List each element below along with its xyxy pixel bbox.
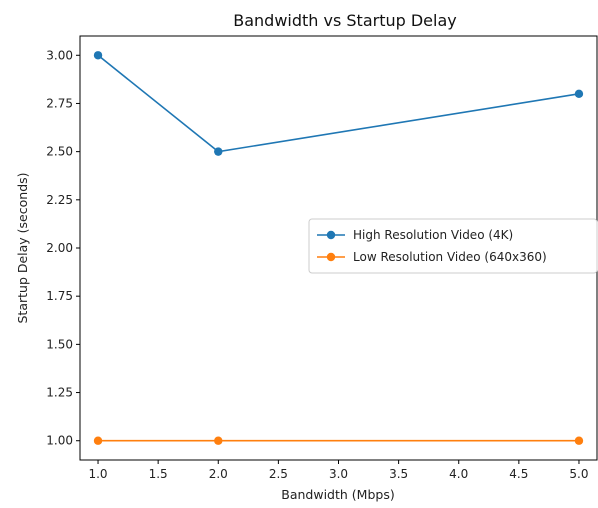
- y-tick-label-6: 2.50: [46, 145, 73, 159]
- y-axis: 1.00 1.25 1.50 1.75 2.00 2.25 2.50 2.75 3.00: [46, 48, 80, 448]
- y-tick-label-4: 2.00: [46, 241, 73, 255]
- series-0-point-2: [574, 89, 584, 99]
- x-tick-label-6: 4.0: [449, 467, 468, 481]
- series-line-0: [97, 54, 580, 153]
- x-tick-label-0: 1.0: [88, 467, 107, 481]
- series-0-point-0: [93, 51, 103, 60]
- x-tick-label-1: 1.5: [149, 467, 168, 481]
- y-tick-label-8: 3.00: [46, 48, 73, 62]
- series-1-point-1: [214, 436, 223, 445]
- series-layer: [93, 51, 584, 445]
- series-0-point-1: [214, 147, 223, 156]
- x-tick-label-8: 5.0: [569, 467, 588, 481]
- y-tick-label-2: 1.50: [46, 337, 73, 351]
- legend-marker-0: [326, 230, 336, 240]
- x-axis-label: Bandwidth (Mbps): [281, 487, 394, 502]
- y-tick-label-0: 1.00: [46, 434, 73, 448]
- y-tick-label-3: 1.75: [46, 289, 73, 303]
- legend: High Resolution Video (4K) Low Resolution…: [308, 218, 598, 274]
- x-axis: 1.0 1.5 2.0 2.5 3.0 3.5 4.0 4.5 5.0: [88, 460, 589, 481]
- x-tick-label-4: 3.0: [329, 467, 348, 481]
- x-tick-label-5: 3.5: [389, 467, 408, 481]
- y-tick-label-1: 1.25: [46, 386, 73, 400]
- x-tick-label-3: 2.5: [269, 467, 288, 481]
- y-tick-label-7: 2.75: [46, 96, 73, 110]
- series-1-point-2: [574, 436, 584, 445]
- chart-title: Bandwidth vs Startup Delay: [233, 11, 457, 30]
- x-tick-label-7: 4.5: [509, 467, 528, 481]
- legend-marker-1: [326, 252, 336, 262]
- y-tick-label-5: 2.25: [46, 193, 73, 207]
- legend-label-1: Low Resolution Video (640x360): [353, 250, 547, 264]
- legend-label-0: High Resolution Video (4K): [353, 228, 513, 242]
- y-axis-label: Startup Delay (seconds): [15, 172, 30, 323]
- x-tick-label-2: 2.0: [209, 467, 228, 481]
- series-1-point-0: [93, 436, 103, 445]
- legend-box: [308, 218, 598, 274]
